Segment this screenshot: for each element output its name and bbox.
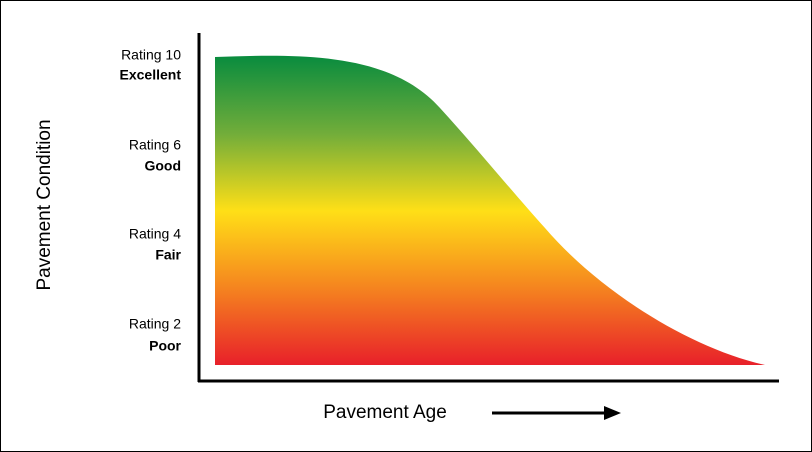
condition-label: Fair — [155, 247, 181, 263]
condition-label: Excellent — [120, 67, 182, 83]
x-axis-title: Pavement Age — [323, 402, 447, 423]
y-axis-title: Pavement Condition — [34, 119, 55, 290]
condition-label: Poor — [149, 338, 181, 354]
rating-label: Rating 10 — [121, 47, 181, 63]
rating-label: Rating 2 — [129, 316, 181, 332]
arrow-head — [604, 406, 621, 420]
rating-label: Rating 4 — [129, 226, 181, 242]
rating-label: Rating 6 — [129, 137, 181, 153]
condition-label: Good — [144, 158, 181, 174]
condition-curve — [215, 55, 765, 365]
